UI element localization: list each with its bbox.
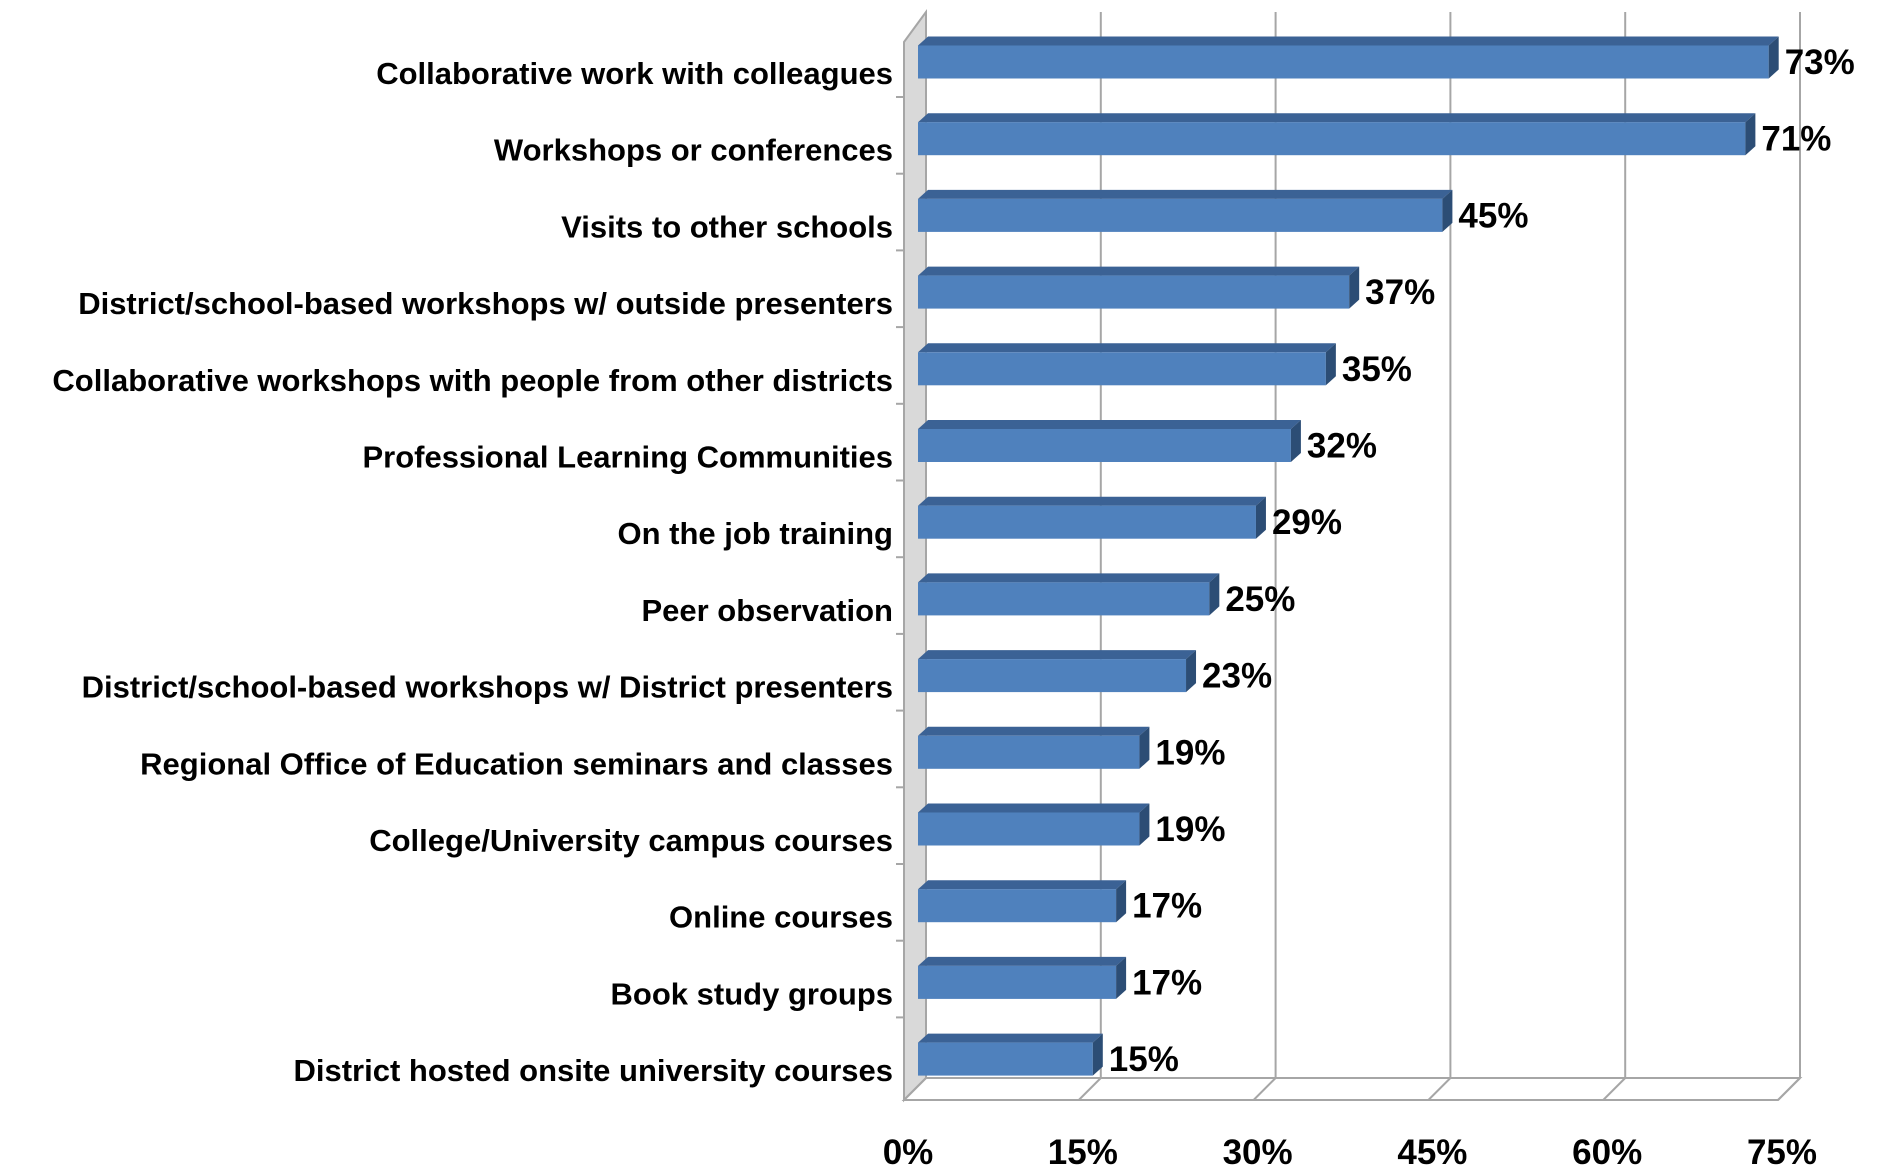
bar	[918, 650, 1197, 693]
gridline-floor	[1427, 1077, 1452, 1101]
bar	[918, 803, 1150, 846]
x-tick-label: 0%	[883, 1133, 934, 1172]
category-label: College/University campus courses	[369, 823, 893, 858]
data-label: 73%	[1785, 43, 1855, 82]
category-label: Online courses	[669, 900, 893, 935]
gridline-floor	[1602, 1077, 1626, 1101]
category-label: Regional Office of Education seminars an…	[140, 746, 893, 781]
bar	[918, 496, 1266, 539]
data-label: 45%	[1458, 196, 1528, 235]
category-label: Collaborative workshops with people from…	[52, 363, 893, 398]
category-label: District hosted onsite university course…	[293, 1053, 893, 1088]
data-label: 71%	[1761, 120, 1831, 159]
bar	[918, 266, 1360, 309]
bar-layer	[918, 36, 1779, 1076]
category-label: Book study groups	[611, 976, 893, 1011]
left-wall	[903, 8, 927, 1103]
floor	[901, 1077, 1803, 1101]
bar	[918, 189, 1453, 232]
x-tick-label: 30%	[1223, 1133, 1293, 1172]
bar	[918, 343, 1336, 386]
data-label: 17%	[1132, 887, 1202, 926]
data-label: 32%	[1307, 427, 1377, 466]
bar	[918, 573, 1220, 616]
gridline-floor	[1252, 1077, 1277, 1101]
category-label: District/school-based workshops w/ outsi…	[78, 286, 893, 321]
x-tick-label: 45%	[1397, 1133, 1467, 1172]
data-label: 17%	[1132, 963, 1202, 1002]
data-label: 29%	[1272, 503, 1342, 542]
category-label: On the job training	[617, 516, 893, 551]
x-tick-label: 15%	[1048, 1133, 1118, 1172]
category-label: Visits to other schools	[561, 209, 893, 244]
bar	[918, 36, 1779, 79]
data-label: 35%	[1342, 350, 1412, 389]
data-label: 25%	[1225, 580, 1295, 619]
gridline-floor	[1078, 1077, 1102, 1101]
data-label: 15%	[1109, 1040, 1179, 1079]
category-label: Workshops or conferences	[494, 133, 893, 168]
x-tick-label: 75%	[1747, 1133, 1817, 1172]
data-label: 37%	[1365, 273, 1435, 312]
label-layer: 0% 15% 30% 45% 60% 75% 73% Collaborative work w…	[52, 43, 1854, 1172]
data-label: 23%	[1202, 657, 1272, 696]
grid-layer	[896, 8, 1803, 1103]
gridline-floor	[1777, 1077, 1801, 1101]
data-label: 19%	[1155, 810, 1225, 849]
category-label: Professional Learning Communities	[362, 440, 893, 475]
bar	[918, 726, 1150, 769]
data-label: 19%	[1155, 733, 1225, 772]
bar	[918, 956, 1127, 999]
category-label: District/school-based workshops w/ Distr…	[82, 670, 893, 705]
bar	[918, 880, 1127, 923]
category-label: Peer observation	[641, 593, 893, 628]
category-label: Collaborative work with colleagues	[376, 56, 893, 91]
bar	[918, 420, 1301, 462]
x-tick-label: 60%	[1572, 1133, 1642, 1172]
bar	[918, 1033, 1103, 1076]
bar	[918, 113, 1756, 156]
